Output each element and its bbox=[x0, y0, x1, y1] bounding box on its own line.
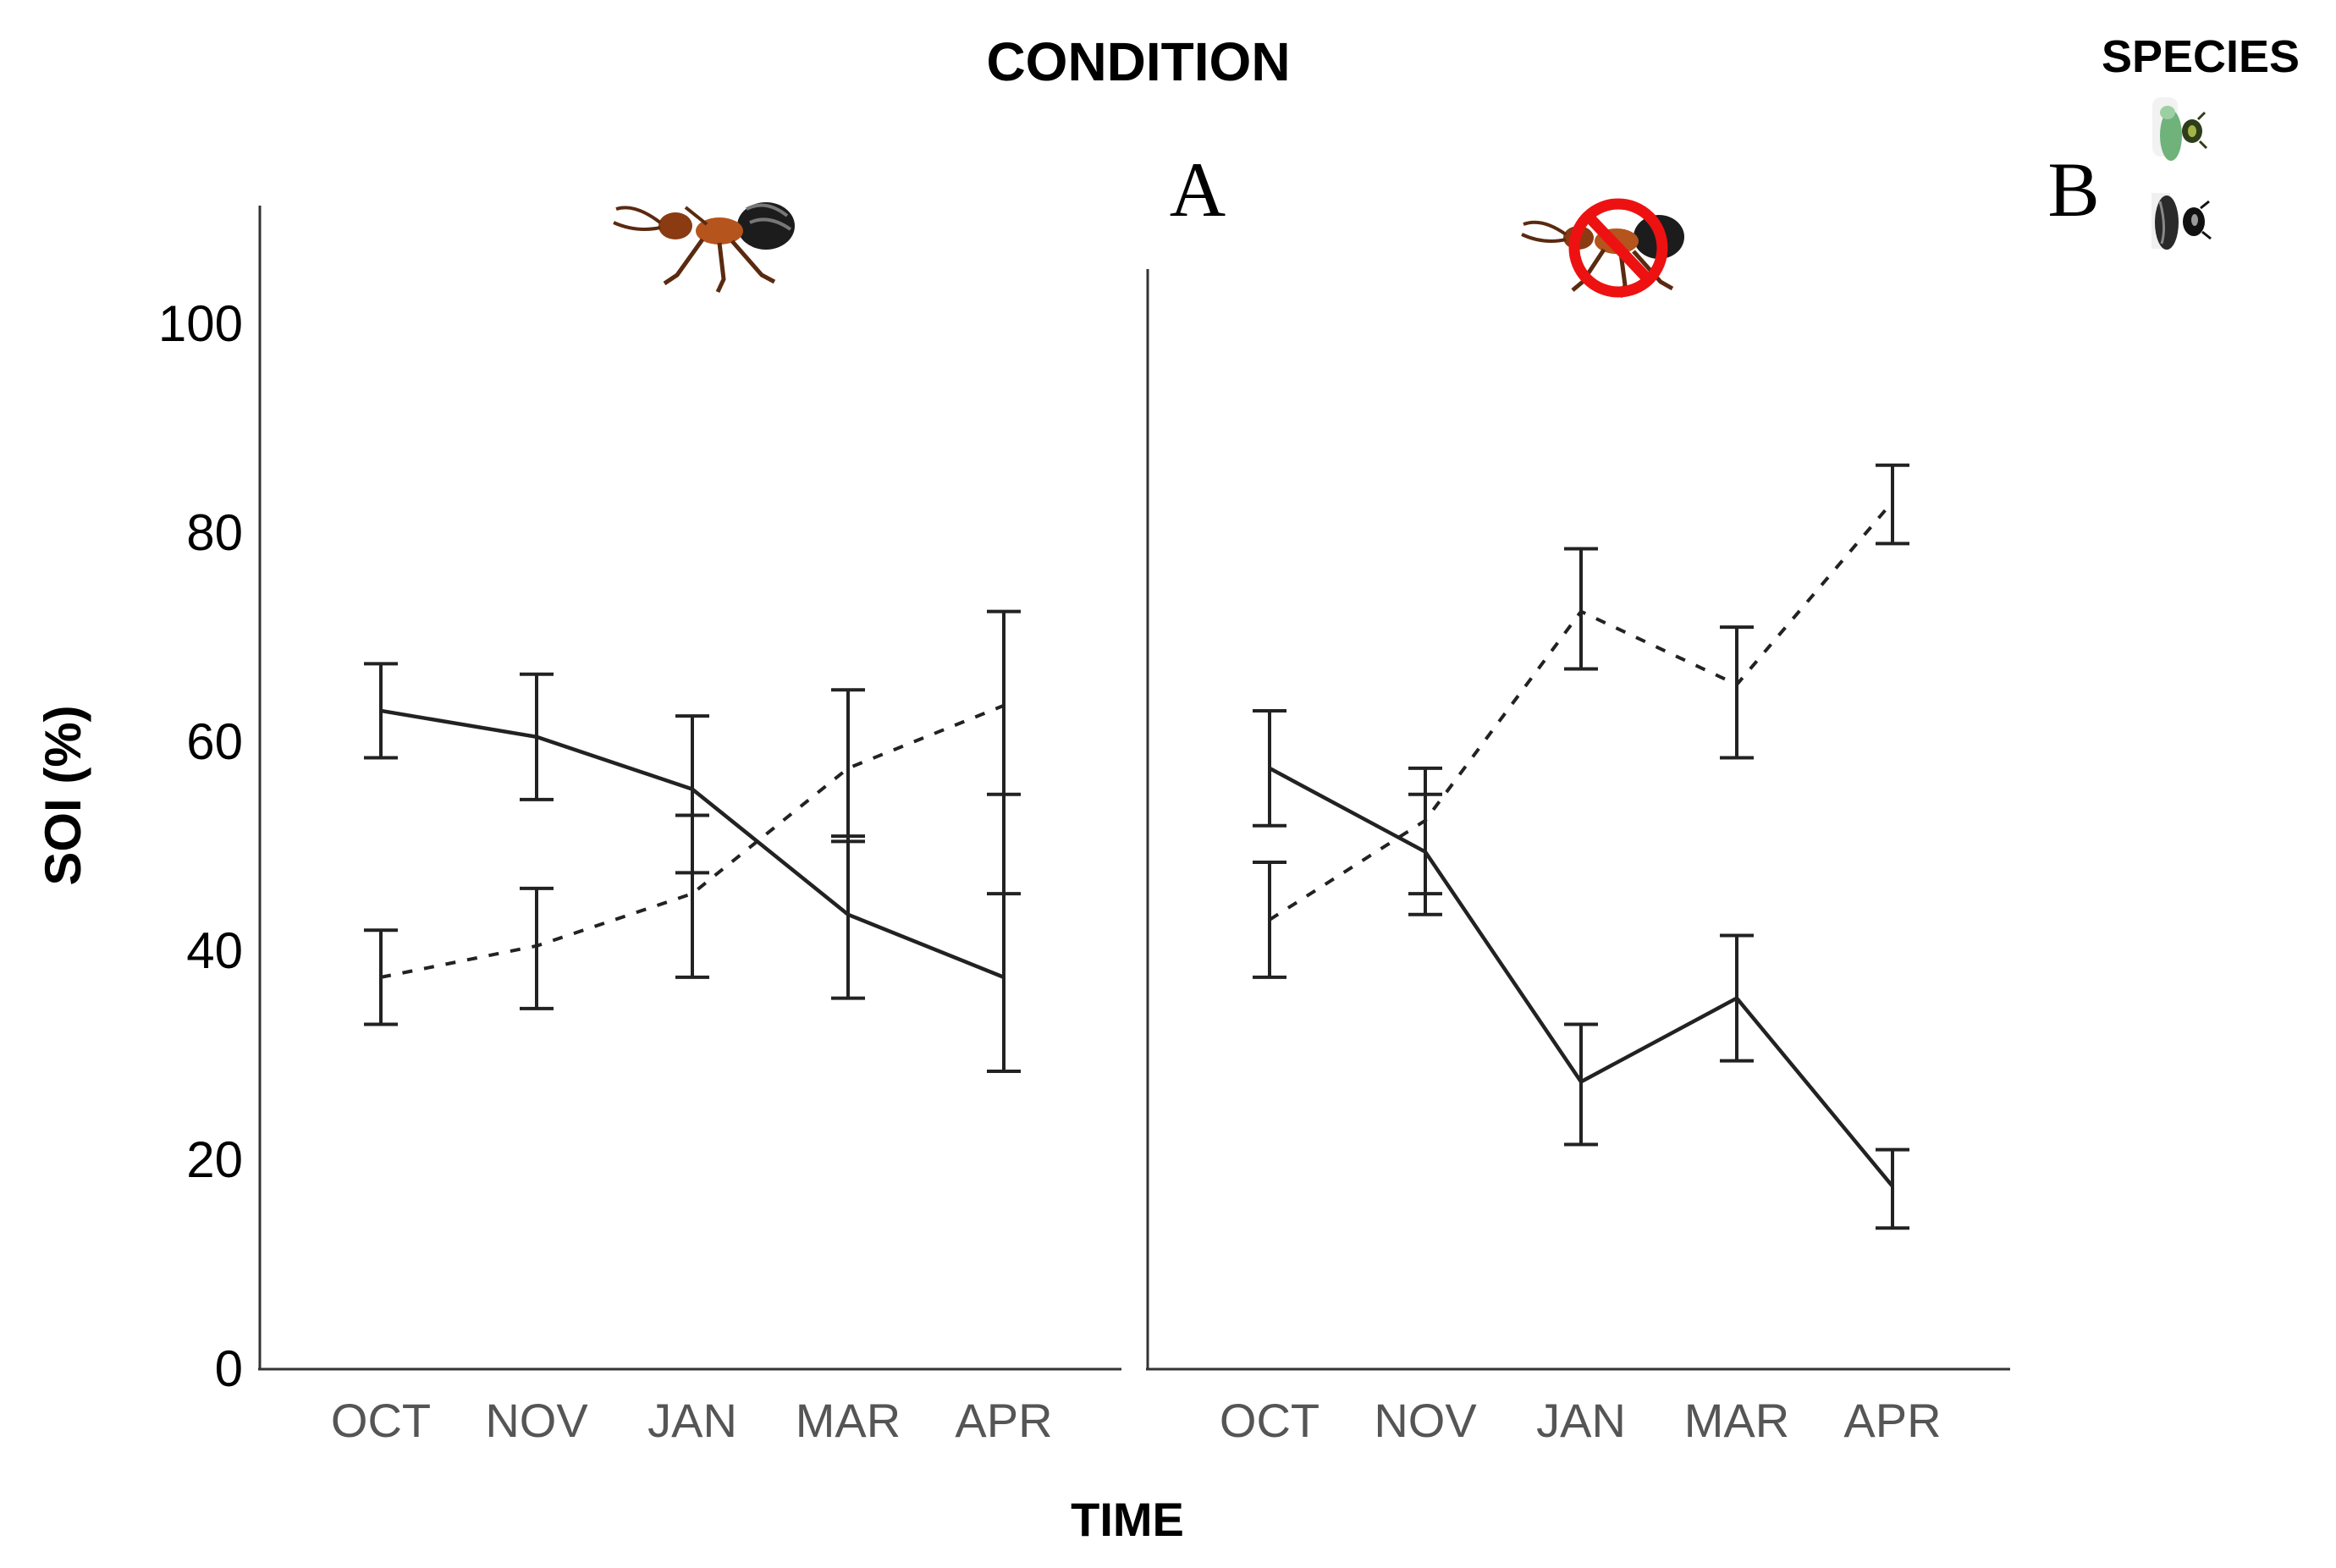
panel-b-axes bbox=[1146, 269, 2010, 1371]
y-tick-label: 40 bbox=[186, 922, 243, 979]
panel-a-x-tick-labels: OCT NOV JAN MAR APR bbox=[331, 1394, 1053, 1447]
error-bar bbox=[1876, 463, 1909, 546]
error-bar bbox=[831, 688, 865, 1000]
x-tick-label: JAN bbox=[1536, 1394, 1626, 1447]
black-beetle-icon bbox=[2151, 193, 2212, 250]
x-axis-label: TIME bbox=[1071, 1493, 1184, 1546]
ant-icon bbox=[613, 202, 795, 294]
error-bar bbox=[1876, 1147, 1909, 1230]
x-tick-label: MAR bbox=[1684, 1394, 1789, 1447]
panel-a-axes bbox=[258, 206, 1121, 1371]
figure-title: CONDITION bbox=[986, 31, 1290, 92]
error-bar bbox=[831, 834, 865, 844]
panel-letter-b: B bbox=[2047, 146, 2099, 233]
x-tick-label: MAR bbox=[796, 1394, 901, 1447]
error-bar bbox=[675, 813, 709, 979]
x-tick-label: NOV bbox=[1374, 1394, 1477, 1447]
error-bar bbox=[1408, 766, 1442, 896]
legend-title: SPECIES bbox=[2102, 31, 2300, 82]
error-bar bbox=[1564, 547, 1598, 671]
y-tick-label: 100 bbox=[158, 295, 243, 352]
green-beetle-icon bbox=[2152, 97, 2208, 161]
y-tick-labels: 0 20 40 60 80 100 bbox=[158, 295, 243, 1397]
error-bar bbox=[1564, 1022, 1598, 1147]
panel-a-plot bbox=[364, 609, 1021, 1074]
error-bar bbox=[1720, 625, 1754, 760]
x-tick-label: OCT bbox=[1220, 1394, 1320, 1447]
x-tick-label: OCT bbox=[331, 1394, 431, 1447]
y-tick-label: 80 bbox=[186, 504, 243, 561]
ant-excluded-icon bbox=[1521, 198, 1684, 298]
x-tick-label: APR bbox=[1843, 1394, 1941, 1447]
y-tick-label: 60 bbox=[186, 713, 243, 770]
y-tick-label: 0 bbox=[215, 1340, 243, 1397]
y-axis-label: SOI (%) bbox=[35, 705, 91, 885]
panel-b-x-tick-labels: OCT NOV JAN MAR APR bbox=[1220, 1394, 1942, 1447]
panel-letter-a: A bbox=[1170, 146, 1226, 233]
error-bar bbox=[987, 792, 1021, 896]
x-tick-label: APR bbox=[955, 1394, 1052, 1447]
dashed-series-line bbox=[380, 703, 1005, 979]
y-tick-label: 20 bbox=[186, 1131, 243, 1188]
error-bar bbox=[520, 886, 554, 1010]
panel-b-plot bbox=[1253, 463, 1909, 1230]
x-tick-label: NOV bbox=[485, 1394, 588, 1447]
x-tick-label: JAN bbox=[647, 1394, 737, 1447]
